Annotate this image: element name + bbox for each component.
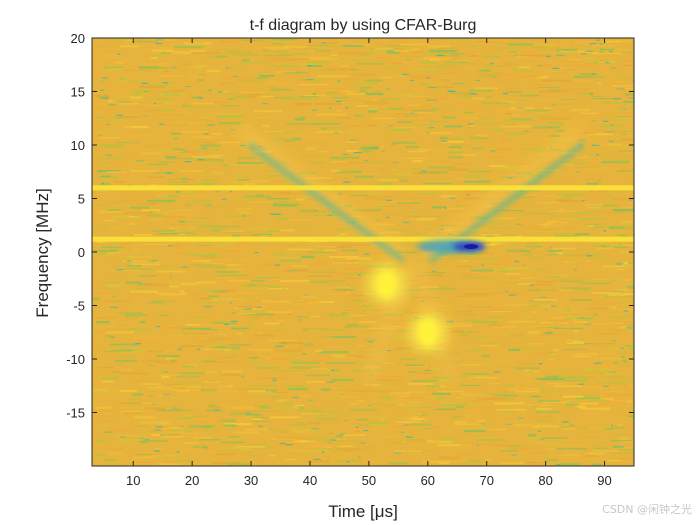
y-tick-label: -5	[73, 299, 85, 314]
watermark: CSDN @闲钟之光	[602, 503, 692, 516]
y-axis-label: Frequency [MHz]	[33, 188, 52, 317]
y-tick-label: 0	[78, 245, 85, 260]
chart-title: t-f diagram by using CFAR-Burg	[250, 17, 477, 34]
x-tick-label: 20	[185, 473, 199, 488]
x-tick-label: 90	[597, 473, 611, 488]
y-tick-label: -10	[66, 352, 85, 367]
x-tick-label: 70	[479, 473, 493, 488]
x-tick-label: 30	[244, 473, 258, 488]
high-energy-peak	[376, 270, 397, 299]
plot-area	[92, 38, 634, 466]
high-energy-peak	[417, 318, 438, 347]
y-tick-label: 5	[78, 192, 85, 207]
noise-texture	[92, 38, 634, 466]
x-tick-label: 40	[303, 473, 317, 488]
y-tick-label: 20	[71, 31, 85, 46]
x-axis: 10 20 30 40 50 60 70 80 90	[126, 38, 612, 488]
tone-line	[92, 185, 634, 191]
chirp-band	[237, 126, 407, 260]
x-tick-label: 60	[421, 473, 435, 488]
y-tick-label: 10	[71, 138, 85, 153]
signal-features	[92, 126, 634, 383]
x-tick-label: 80	[538, 473, 552, 488]
tone-line	[92, 236, 634, 242]
y-tick-label: 15	[71, 85, 85, 100]
low-energy-core	[464, 244, 479, 250]
y-axis: -15 -10 -5 0 5 10 15 20	[66, 31, 634, 421]
x-tick-label: 50	[362, 473, 376, 488]
y-tick-label: -15	[66, 406, 85, 421]
x-axis-label: Time [μs]	[328, 502, 398, 521]
heatmap-background	[92, 38, 634, 466]
x-tick-label: 10	[126, 473, 140, 488]
chirp-band	[419, 126, 584, 260]
